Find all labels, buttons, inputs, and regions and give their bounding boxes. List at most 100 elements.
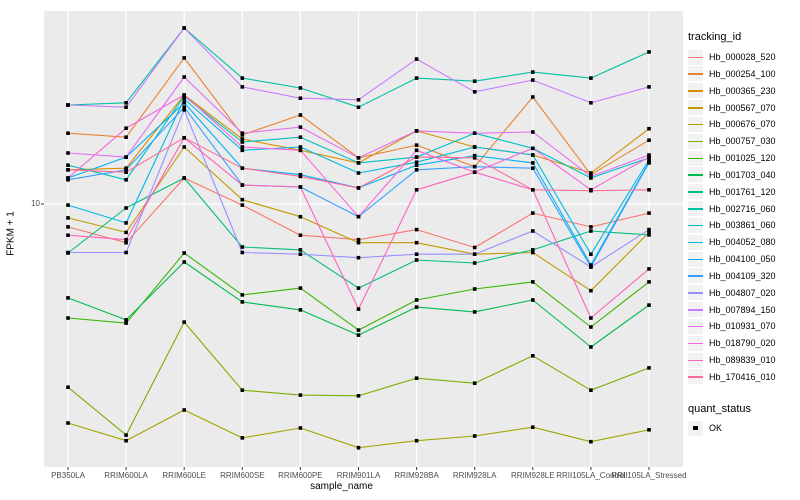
data-point	[589, 229, 593, 233]
data-point	[414, 57, 419, 61]
data-point	[298, 252, 303, 256]
legend-key-line-icon	[688, 258, 703, 261]
legend-key-swatch	[688, 66, 703, 82]
data-point	[124, 433, 128, 437]
data-point	[240, 300, 245, 304]
data-point	[414, 438, 419, 443]
data-point	[414, 376, 419, 380]
data-point	[240, 245, 245, 249]
data-point	[240, 388, 245, 392]
legend-item: Hb_000028_520	[688, 49, 776, 65]
data-point	[647, 267, 651, 271]
data-point	[589, 325, 593, 329]
data-point	[356, 445, 361, 450]
data-point	[240, 183, 245, 187]
x-tick-label: RRIM928LA	[452, 471, 497, 480]
data-point	[298, 96, 303, 100]
data-point	[298, 148, 303, 153]
legend-item: Hb_000365_230	[688, 83, 776, 99]
data-point	[66, 316, 70, 320]
data-point	[472, 145, 477, 149]
legend-key-swatch	[688, 335, 703, 351]
data-point	[414, 168, 419, 172]
data-point	[240, 137, 245, 141]
data-point	[66, 296, 70, 300]
x-tick-label: RRIM928LE	[511, 471, 555, 480]
legend-item: Hb_004100_050	[688, 251, 776, 267]
data-point	[124, 318, 128, 322]
legend-item: Hb_001761_120	[688, 184, 776, 200]
data-point	[124, 170, 128, 174]
data-point	[182, 56, 186, 60]
data-point	[298, 86, 303, 90]
legend-key-line-icon	[688, 275, 703, 277]
data-point	[472, 164, 477, 169]
x-tick-label: PB350LA	[51, 471, 85, 480]
legend-key-swatch	[688, 268, 703, 284]
legend-item-label: Hb_004807_020	[709, 287, 776, 298]
legend-item-label: Hb_000365_230	[709, 85, 776, 96]
data-point	[531, 78, 535, 82]
data-point	[240, 250, 245, 255]
legend-title-tracking-id: tracking_id	[688, 31, 742, 43]
data-point	[531, 95, 535, 99]
data-point	[182, 101, 186, 105]
data-point	[124, 101, 128, 105]
data-point	[66, 163, 70, 167]
legend-key-swatch	[688, 420, 703, 436]
data-point	[356, 333, 361, 337]
data-point	[414, 227, 419, 232]
data-point	[240, 166, 245, 170]
legend-item-label: Hb_002716_060	[709, 203, 776, 214]
data-point	[531, 166, 535, 170]
data-point	[298, 135, 303, 139]
data-point	[589, 76, 593, 80]
legend-item: Hb_001025_120	[688, 150, 776, 166]
legend-item-label: Hb_001703_040	[709, 169, 776, 180]
data-point	[472, 287, 477, 291]
data-point	[298, 308, 303, 312]
legend-key-line-icon	[688, 191, 703, 193]
data-point	[298, 214, 303, 219]
data-point	[356, 98, 361, 102]
legend-item-label: Hb_010931_070	[709, 321, 776, 332]
data-point	[66, 233, 70, 237]
data-point	[414, 129, 419, 133]
data-point	[472, 261, 477, 265]
legend-item-label: Hb_000254_100	[709, 68, 776, 79]
data-point	[589, 252, 593, 256]
legend-quant-item: OK	[688, 420, 722, 436]
data-point	[472, 381, 477, 385]
legend-item-label: Hb_004100_050	[709, 254, 776, 265]
legend-item: Hb_002716_060	[688, 201, 776, 217]
data-point	[124, 126, 128, 130]
data-point	[414, 298, 419, 302]
legend-key-swatch	[688, 133, 703, 149]
data-point	[356, 161, 361, 165]
data-point	[66, 385, 70, 389]
data-point	[298, 185, 303, 189]
data-point	[298, 248, 303, 252]
data-point	[647, 126, 651, 131]
data-point	[182, 26, 186, 30]
data-point	[589, 171, 593, 175]
data-point	[356, 186, 361, 190]
data-point	[647, 211, 651, 215]
legend-key-swatch	[688, 184, 703, 200]
legend-key-swatch	[688, 285, 703, 301]
legend-item: Hb_170416_010	[688, 369, 776, 385]
legend-item: Hb_000676_070	[688, 116, 776, 132]
data-point	[414, 258, 419, 262]
data-point	[531, 188, 535, 192]
data-point	[647, 85, 651, 89]
data-point	[531, 298, 535, 302]
data-point	[589, 439, 593, 444]
data-point	[472, 252, 477, 256]
data-point	[589, 388, 593, 392]
data-point	[298, 125, 303, 129]
data-point	[414, 160, 419, 164]
data-point	[531, 229, 535, 233]
legend-item: Hb_004052_080	[688, 234, 776, 250]
legend-key-swatch	[688, 318, 703, 334]
data-point	[182, 136, 186, 140]
